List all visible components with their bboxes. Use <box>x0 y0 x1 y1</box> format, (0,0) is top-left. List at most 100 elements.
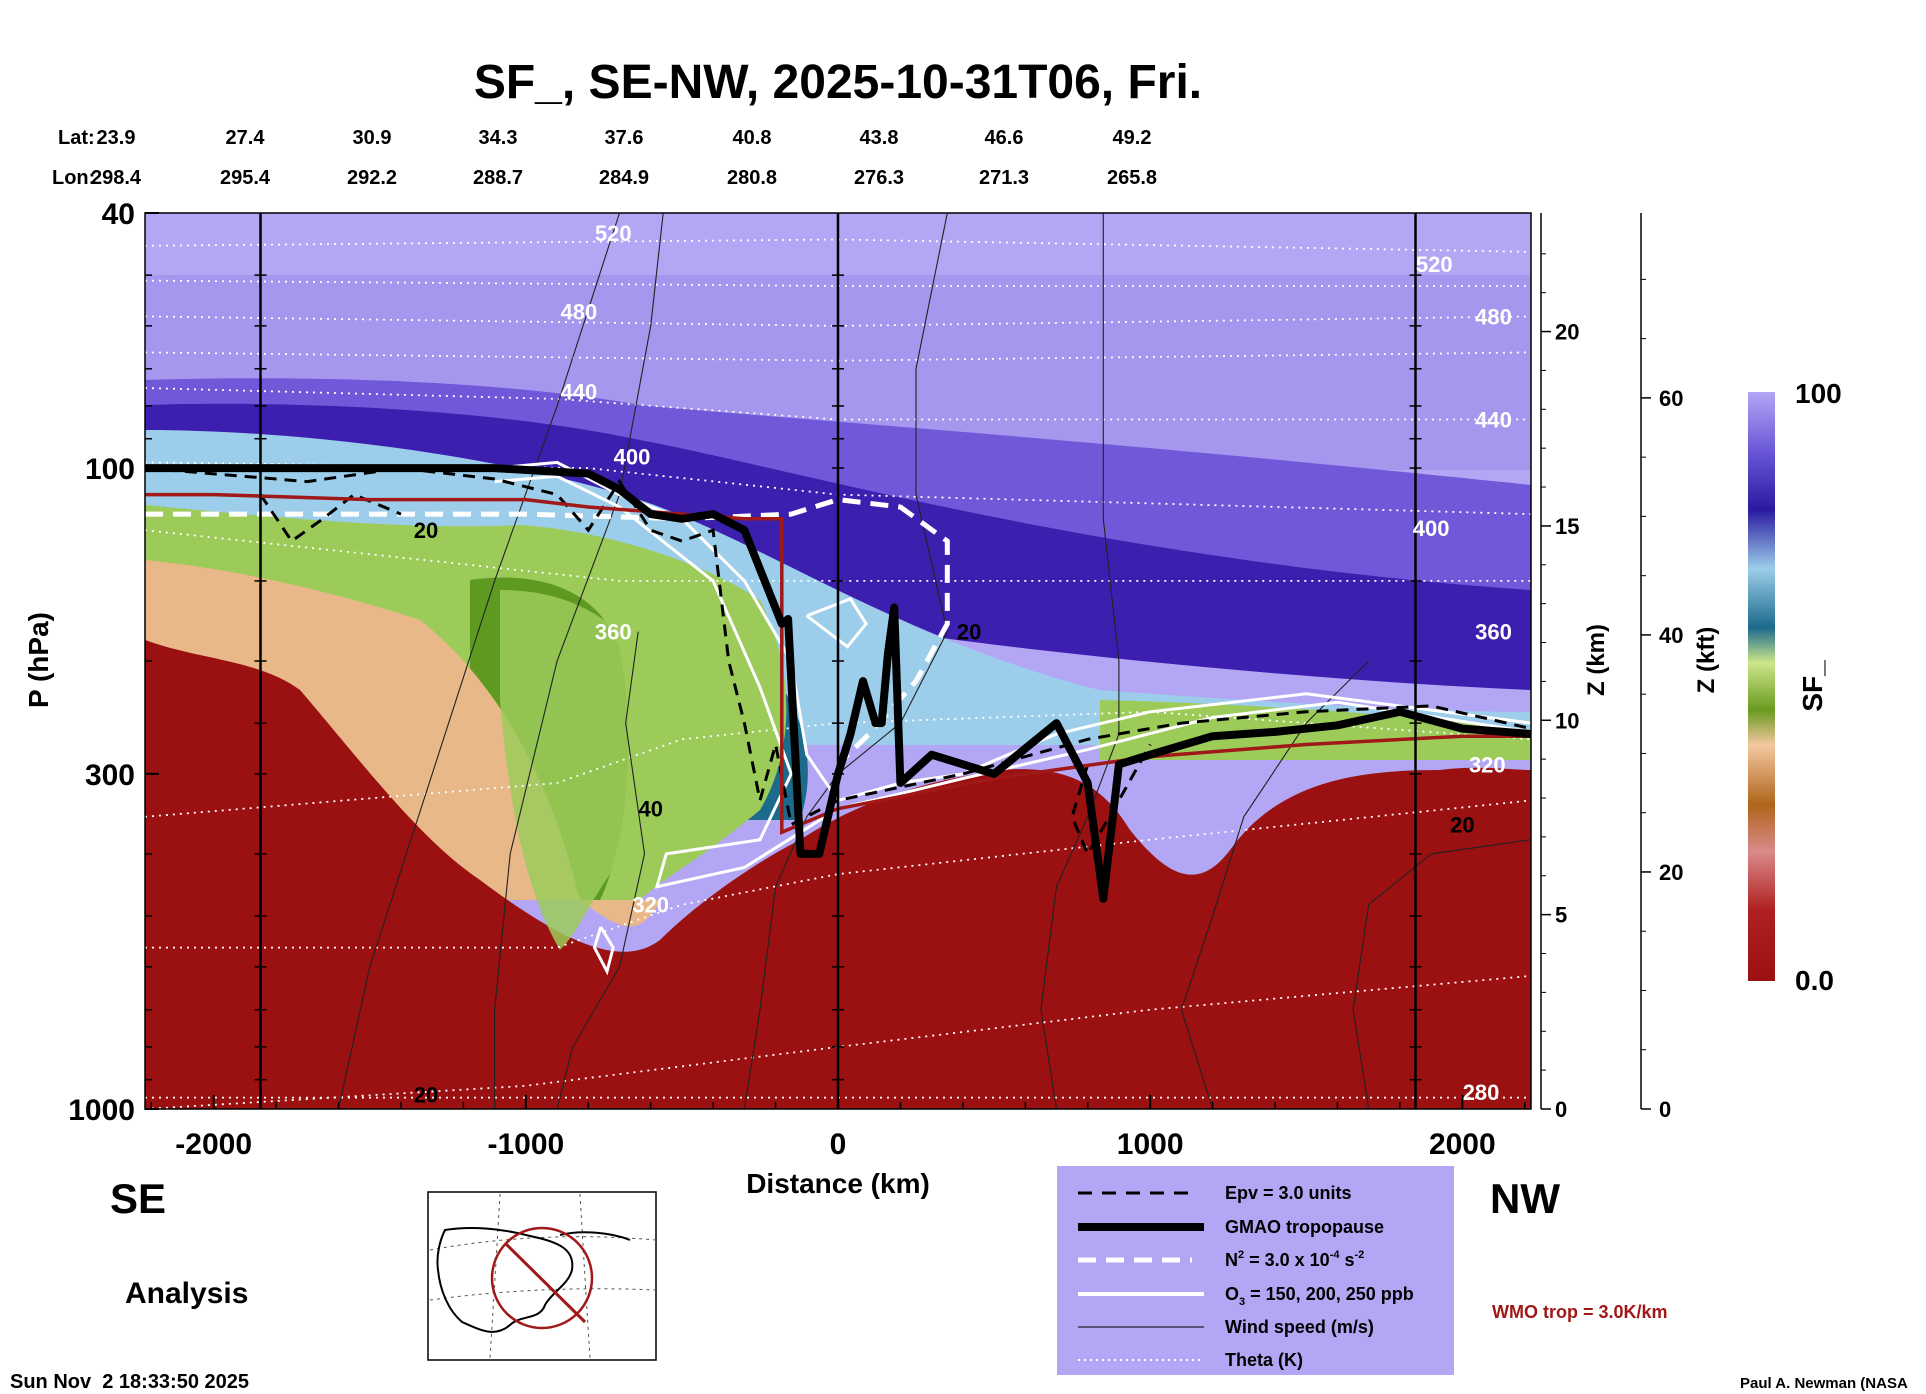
wind-speed-contour <box>556 631 646 1109</box>
n2-contour <box>145 497 950 767</box>
lat-value: 27.4 <box>226 127 266 149</box>
colorbar-min-label: 0.0 <box>1795 965 1834 996</box>
z-kft-axis-title: Z (kft) <box>1693 627 1720 694</box>
z-kft-tick-label: 60 <box>1659 386 1683 411</box>
inset-map <box>427 1191 657 1361</box>
p-tick-label: 100 <box>85 453 135 486</box>
lon-value: 288.7 <box>473 167 523 189</box>
p-tick-label: 1000 <box>68 1094 135 1127</box>
theta-label: 400 <box>614 445 651 470</box>
x-tick-label: 2000 <box>1429 1128 1496 1161</box>
legend-theta: Theta (K) <box>1225 1350 1303 1370</box>
y-axis-title: P (hPa) <box>23 612 54 708</box>
lat-lon-values: 23.9 298.4 27.4 295.4 30.9 292.2 34.3 288.7 37.6… <box>91 127 1157 189</box>
theta-label: 440 <box>1475 408 1512 433</box>
legend-epv: Epv = 3.0 units <box>1225 1183 1352 1203</box>
theta-label: 360 <box>1475 620 1512 645</box>
legend-n2-e: -2 <box>1355 1249 1365 1261</box>
legend-o3-a: O <box>1225 1284 1239 1304</box>
lon-label: Lon: <box>52 167 95 189</box>
z-km-tick-label: 20 <box>1555 320 1579 345</box>
theta-contour <box>145 461 1531 515</box>
green-plume <box>500 590 651 950</box>
lat-value: 49.2 <box>1113 127 1152 149</box>
lat-value: 40.8 <box>733 127 772 149</box>
theta-label: 520 <box>595 221 632 246</box>
wind-speed-contour <box>1040 213 1120 1109</box>
lon-value: 298.4 <box>91 167 142 189</box>
inset-map-circle <box>490 1226 594 1330</box>
wind-label: 20 <box>414 1083 438 1108</box>
lat-value: 30.9 <box>353 127 392 149</box>
wmo-note: WMO trop = 3.0K/km <box>1492 1302 1668 1322</box>
right-direction-label: NW <box>1490 1175 1560 1222</box>
timestamp: Sun Nov 2 18:33:50 2025 <box>10 1371 249 1393</box>
lon-value: 265.8 <box>1107 167 1157 189</box>
wind-speed-contour <box>337 213 621 1109</box>
gmao-tropopause-line <box>145 464 1531 903</box>
theta-contour <box>145 529 1531 582</box>
legend-box <box>1057 1166 1454 1375</box>
z-kft-tick-label: 0 <box>1659 1097 1671 1122</box>
lon-value: 292.2 <box>347 167 397 189</box>
legend-n2-d: s <box>1339 1250 1354 1270</box>
wind-label: 20 <box>1450 813 1474 838</box>
colorbar-ramp <box>1748 392 1775 981</box>
inset-map-frame <box>427 1191 657 1361</box>
legend-n2-a: N <box>1225 1250 1238 1270</box>
legend-tropopause: GMAO tropopause <box>1225 1217 1384 1237</box>
plot-overlays: 520 480 440 400 360 320 520 480 440 400 360 320 280 2… <box>145 213 1531 1109</box>
x-tick-label: 0 <box>830 1128 847 1161</box>
z-kft-tick-label: 20 <box>1659 860 1683 885</box>
z-km-axis-title: Z (km) <box>1583 624 1610 696</box>
theta-label: 480 <box>561 300 598 325</box>
theta-label: 280 <box>1463 1080 1500 1105</box>
legend-n2: N2 = 3.0 x 10-4 s-2 <box>1225 1249 1364 1270</box>
colorbar: 100 0.0 SF_ <box>1748 378 1842 996</box>
z-km-tick-label: 15 <box>1555 514 1579 539</box>
p-tick-label: 300 <box>85 759 135 792</box>
legend-n2-c: -4 <box>1330 1249 1341 1261</box>
left-direction-label: SE <box>110 1175 166 1222</box>
z-km-tick-label: 5 <box>1555 903 1567 928</box>
legend-o3: O3 = 150, 200, 250 ppb <box>1225 1284 1414 1308</box>
lat-value: 23.9 <box>97 127 136 149</box>
wind-speed-contour <box>1352 839 1531 1109</box>
p-tick-label: 40 <box>102 198 135 231</box>
credit: Paul A. Newman (NASA <box>1740 1375 1908 1392</box>
z-km-tick-label: 0 <box>1555 1097 1567 1122</box>
x-tick-label: -1000 <box>487 1128 564 1161</box>
x-tick-label: 1000 <box>1117 1128 1184 1161</box>
theta-label: 520 <box>1416 252 1453 277</box>
ozone-contour <box>494 474 1531 889</box>
legend-o3-sub: 3 <box>1239 1296 1245 1308</box>
theta-contour <box>145 799 1531 949</box>
theta-label: 440 <box>561 380 598 405</box>
colorbar-title: SF_ <box>1797 660 1828 712</box>
z-kft-tick-label: 40 <box>1659 623 1683 648</box>
theta-label: 320 <box>632 893 669 918</box>
lat-value: 34.3 <box>479 127 518 149</box>
ozone-contour <box>592 926 615 976</box>
wind-speed-contour <box>494 213 664 1109</box>
lat-value: 43.8 <box>860 127 899 149</box>
wind-label: 20 <box>414 518 438 543</box>
run-label: Analysis <box>125 1277 248 1310</box>
lat-value: 46.6 <box>985 127 1024 149</box>
x-axis-title: Distance (km) <box>746 1168 930 1199</box>
wind-label: 40 <box>638 797 662 822</box>
chart-title: SF_, SE-NW, 2025-10-31T06, Fri. <box>474 56 1202 109</box>
theta-contour <box>145 387 1531 421</box>
theta-label: 400 <box>1413 516 1450 541</box>
wmo-tropopause-line <box>145 492 1531 835</box>
lat-value: 37.6 <box>605 127 644 149</box>
legend-o3-b: = 150, 200, 250 ppb <box>1245 1284 1414 1304</box>
legend-n2-b: = 3.0 x 10 <box>1244 1250 1330 1270</box>
inset-map-section-line <box>503 1241 587 1324</box>
lon-value: 276.3 <box>854 167 904 189</box>
lat-label: Lat: <box>58 127 95 149</box>
theta-label: 480 <box>1475 304 1512 329</box>
axes: 40 100 300 1000 -2000 -1000 0 1000 2000 0 5 10 15 20 0… <box>68 198 1683 1161</box>
x-tick-label: -2000 <box>175 1128 252 1161</box>
